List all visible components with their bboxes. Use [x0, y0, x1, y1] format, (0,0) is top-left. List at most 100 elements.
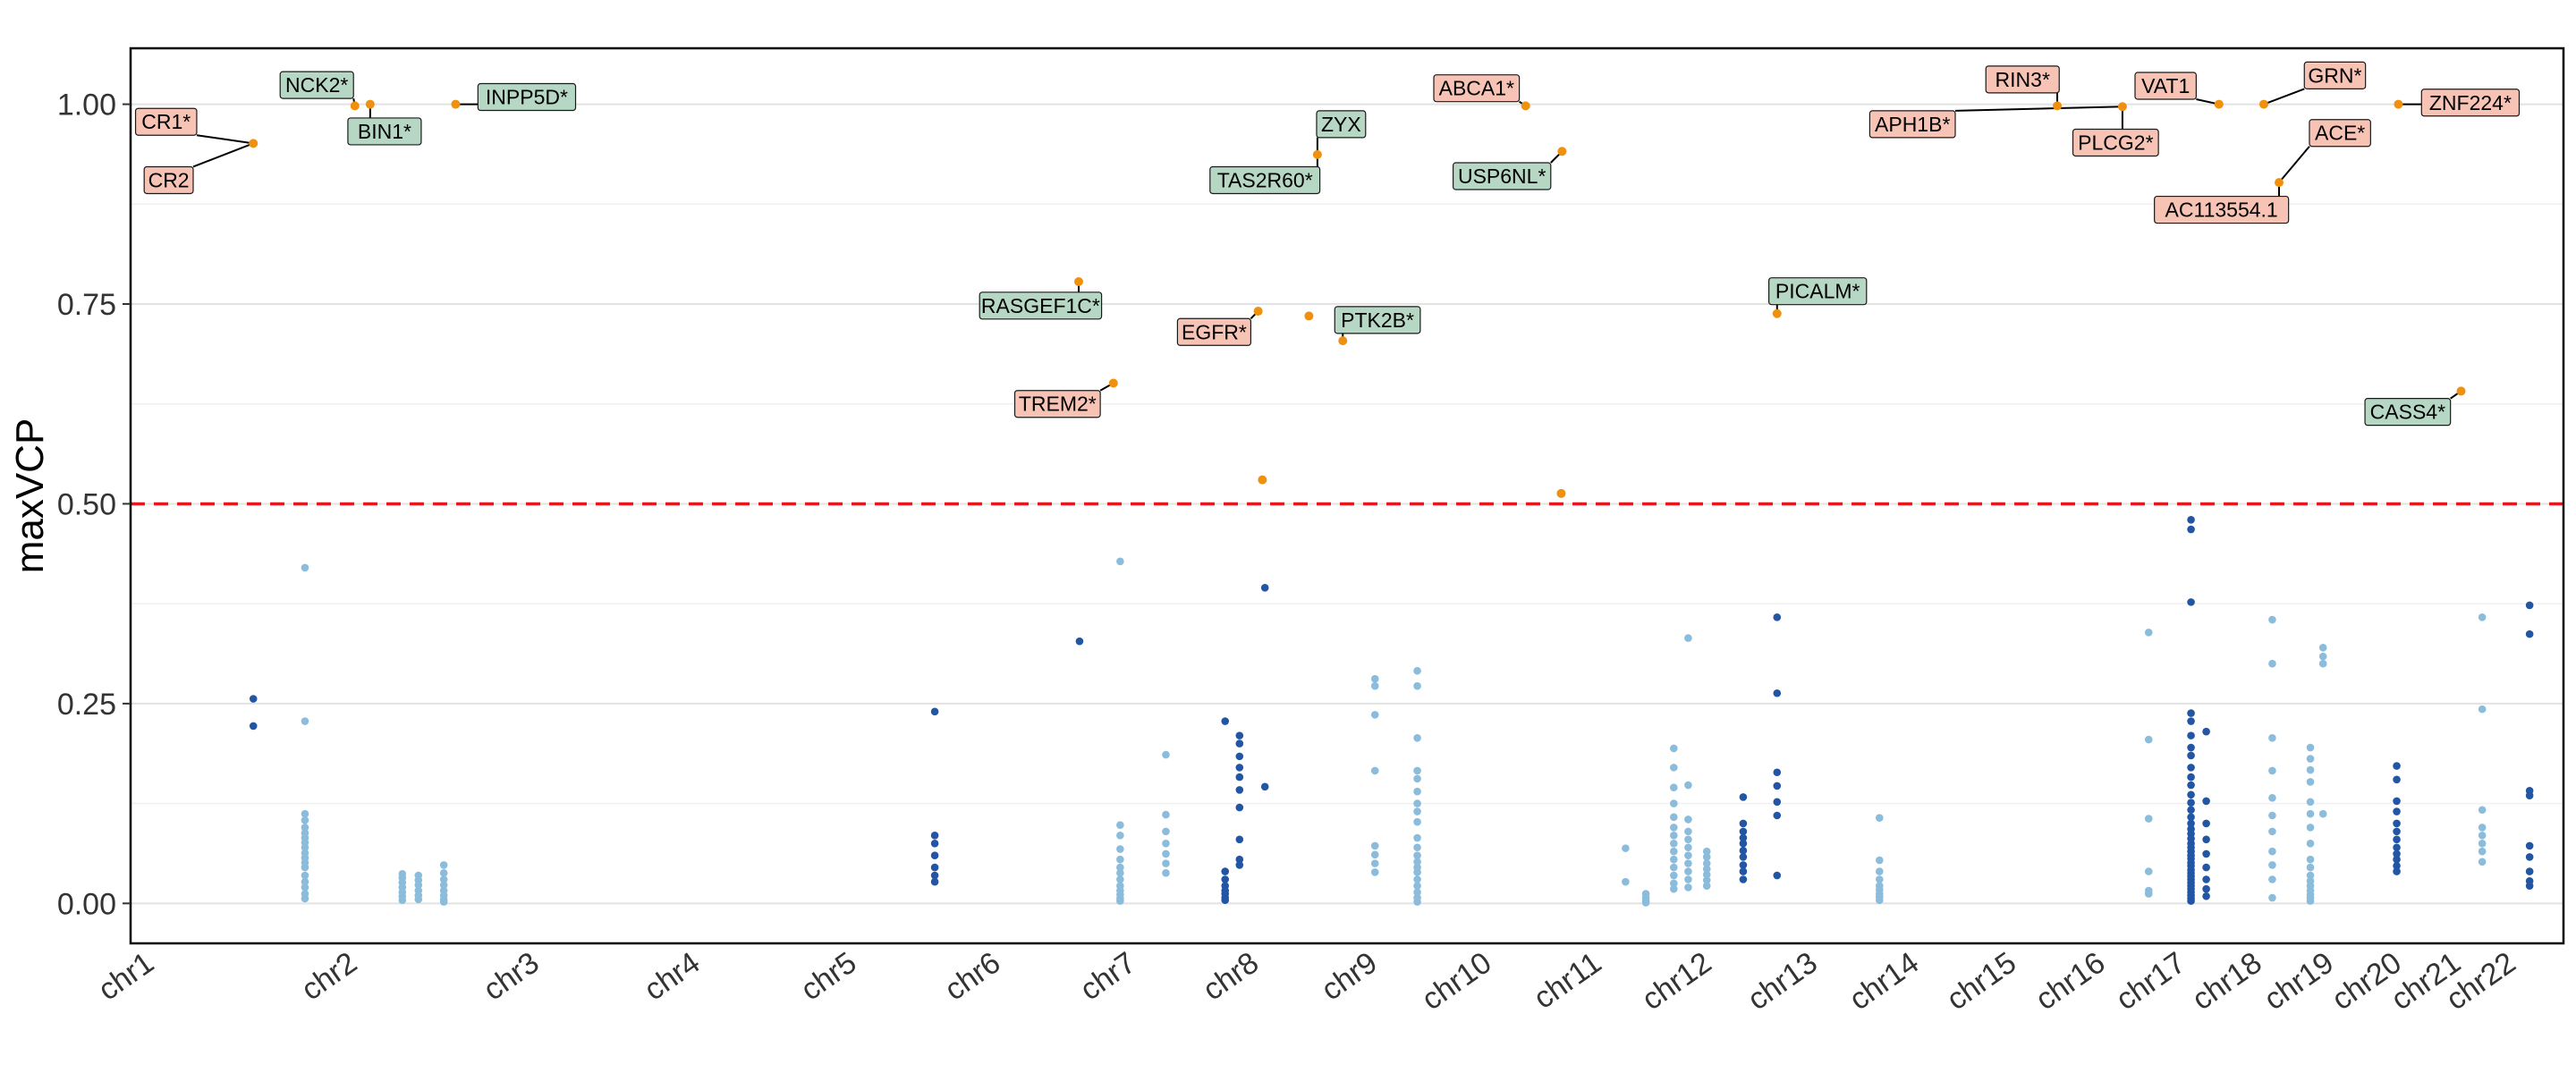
data-point	[1739, 861, 1748, 869]
data-point	[2306, 824, 2315, 832]
data-point	[2393, 835, 2401, 844]
x-axis: chr1 chr2 chr3 chr4 chr5 chr6 chr7 chr8 chr9 chr1…	[92, 945, 2521, 1017]
data-point	[2268, 827, 2276, 836]
data-point	[439, 898, 448, 906]
gene-label: AC113554.1	[2154, 182, 2290, 224]
data-point	[2144, 629, 2153, 637]
data-point	[2144, 735, 2153, 744]
x-tick-label: chr12	[1636, 945, 1717, 1017]
data-point	[1413, 807, 1421, 815]
data-point	[1773, 689, 1782, 697]
plot-frame	[129, 46, 2565, 945]
significant-point	[2214, 99, 2224, 109]
x-tick-label: chr2	[295, 945, 363, 1007]
data-point	[1413, 851, 1421, 859]
significant-points	[249, 99, 2466, 498]
data-point	[1773, 768, 1782, 777]
data-point	[1370, 766, 1379, 775]
data-point	[1670, 863, 1678, 872]
data-point	[2306, 897, 2315, 905]
data-point	[1235, 861, 1244, 869]
data-point	[1162, 859, 1170, 867]
data-point	[1641, 899, 1650, 907]
data-point	[301, 816, 309, 824]
data-point	[2318, 809, 2327, 818]
data-point	[1413, 858, 1421, 866]
data-point	[301, 877, 309, 886]
data-points	[249, 516, 2534, 907]
data-point	[2187, 516, 2195, 524]
gene-label-box	[1768, 277, 1868, 306]
data-point	[2268, 794, 2276, 802]
gene-label-text: TAS2R60*	[1217, 168, 1313, 191]
gene-label-text: CR1*	[141, 110, 191, 133]
significant-point	[2394, 99, 2403, 109]
gene-label: TREM2*	[1013, 382, 1114, 418]
data-point	[1116, 869, 1124, 877]
data-point	[1684, 867, 1692, 875]
data-point	[1702, 859, 1711, 867]
gene-labels: CR1* CR2 NCK2* BIN1* INPP5D* RASGEF1C* TREM2* E…	[134, 61, 2521, 427]
gene-label: PLCG2*	[2072, 106, 2159, 157]
data-point	[1221, 867, 1230, 875]
data-point	[2393, 762, 2401, 770]
data-point	[1684, 781, 1692, 790]
data-point	[1116, 855, 1124, 864]
data-point	[1670, 884, 1678, 893]
data-point	[1162, 849, 1170, 858]
data-point	[1684, 634, 1692, 642]
significant-point	[1312, 149, 1322, 159]
gene-label: ZNF224*	[2398, 89, 2521, 117]
data-point	[2525, 841, 2534, 850]
gene-label-box	[2364, 398, 2452, 427]
gene-label: VAT1	[2134, 72, 2220, 106]
x-tick-label: chr3	[478, 945, 546, 1007]
data-point	[301, 871, 309, 880]
significant-point	[1108, 378, 1118, 388]
data-point	[1670, 847, 1678, 856]
data-point	[2268, 659, 2276, 668]
significant-point	[1772, 308, 1782, 318]
data-point	[2393, 849, 2401, 858]
data-point	[1875, 856, 1884, 865]
gene-label: ABCA1*	[1433, 74, 1527, 107]
data-point	[1670, 783, 1678, 792]
gene-label: APH1B*	[1868, 106, 2123, 139]
gene-label-text: AC113554.1	[2165, 199, 2278, 222]
data-point	[1875, 814, 1884, 822]
data-point	[2202, 875, 2210, 883]
data-point	[2478, 847, 2487, 856]
x-tick-label: chr9	[1316, 945, 1384, 1007]
gene-label-box	[1316, 110, 1367, 139]
data-point	[1235, 739, 1244, 748]
x-tick-label: chr19	[2258, 945, 2340, 1017]
data-point	[1773, 871, 1782, 880]
data-point	[1670, 799, 1678, 807]
significant-point	[2456, 386, 2466, 396]
data-point	[2187, 806, 2195, 815]
data-point	[1370, 859, 1379, 867]
data-point	[2202, 797, 2210, 806]
data-point	[2268, 875, 2276, 883]
significant-point	[1253, 307, 1263, 317]
data-point	[1773, 798, 1782, 807]
data-point	[1622, 877, 1630, 886]
data-point	[1370, 711, 1379, 719]
data-point	[1413, 666, 1421, 675]
data-point	[1116, 875, 1124, 883]
data-point	[2187, 773, 2195, 782]
data-point	[2393, 807, 2401, 815]
data-point	[2187, 790, 2195, 799]
data-point	[1739, 819, 1748, 828]
gene-label-box	[347, 117, 422, 146]
data-point	[2268, 766, 2276, 775]
gene-label-text: NCK2*	[285, 73, 348, 97]
data-point	[1162, 750, 1170, 759]
data-point	[249, 722, 258, 731]
data-point	[1702, 876, 1711, 884]
gene-label-box	[2072, 128, 2159, 157]
x-tick-label: chr16	[2029, 945, 2111, 1017]
gene-label-box	[134, 107, 198, 136]
data-point	[1875, 867, 1884, 875]
data-point	[439, 861, 448, 869]
